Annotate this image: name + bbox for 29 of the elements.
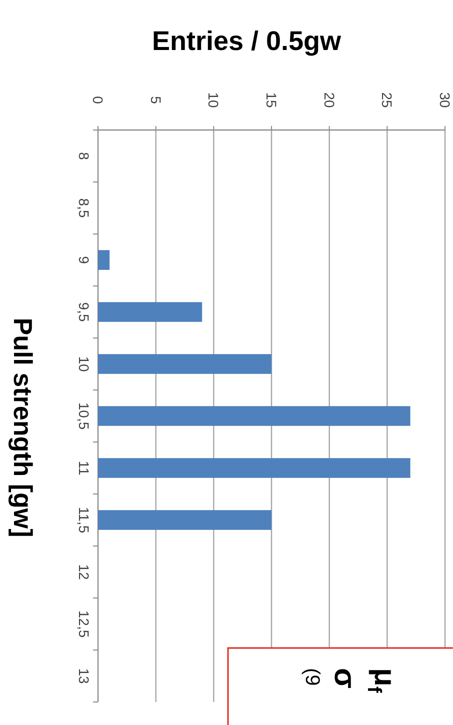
x-tick-label: 15 <box>264 92 280 108</box>
y-axis-title: Pull strength [gw] <box>8 318 38 538</box>
y-tick-label: 11,5 <box>76 506 92 534</box>
y-tick-label: 12,5 <box>76 610 92 638</box>
bar <box>98 302 202 322</box>
note-box: μ$_{f}$ σ (9 <box>227 647 453 725</box>
y-tick-label: 8 <box>76 152 92 160</box>
annotation: (9 <box>301 668 323 686</box>
y-tick-label: 10 <box>76 356 92 372</box>
bar <box>98 250 110 270</box>
annotation: σ <box>328 668 362 689</box>
y-tick-label: 13 <box>76 668 92 684</box>
y-tick-label: 12 <box>76 564 92 580</box>
y-tick-label: 11 <box>76 460 92 476</box>
x-tick-label: 5 <box>148 96 164 104</box>
x-tick-label: 0 <box>90 96 106 104</box>
y-tick-label: 9 <box>76 256 92 264</box>
bar <box>98 458 410 478</box>
y-tick-label: 10,5 <box>76 402 92 430</box>
bar <box>98 354 272 374</box>
x-axis-title: Entries / 0.5gw <box>152 26 342 56</box>
y-tick-label: 8,5 <box>76 198 92 218</box>
x-tick-label: 25 <box>379 92 396 108</box>
bar <box>98 406 410 426</box>
x-tick-label: 30 <box>437 92 453 108</box>
x-tick-label: 10 <box>206 92 222 108</box>
x-tick-label: 20 <box>321 92 338 108</box>
y-tick-label: 9,5 <box>76 302 92 322</box>
bar <box>98 510 272 530</box>
